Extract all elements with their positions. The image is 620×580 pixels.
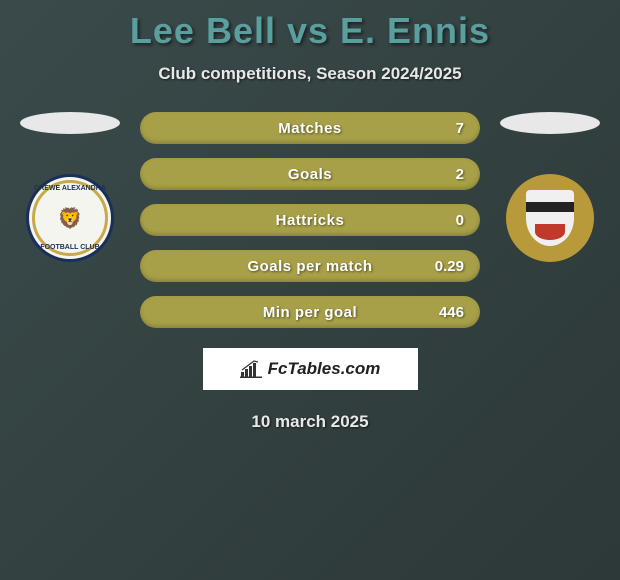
branding-badge: FcTables.com [203, 348, 418, 390]
left-oval-marker [20, 112, 120, 134]
stat-value: 446 [439, 304, 464, 321]
stat-value: 2 [456, 166, 464, 183]
stat-row-min-per-goal: Min per goal 446 [140, 296, 480, 328]
stats-column: Matches 7 Goals 2 Hattricks 0 Goals per … [140, 112, 480, 328]
stat-value: 0 [456, 212, 464, 229]
left-badge-text-top: CREWE ALEXANDRA [34, 185, 106, 192]
chart-icon [240, 360, 262, 378]
right-badge-shield [526, 190, 574, 246]
left-badge-text-bottom: FOOTBALL CLUB [40, 244, 99, 251]
right-oval-marker [500, 112, 600, 134]
right-column [495, 112, 605, 262]
subtitle: Club competitions, Season 2024/2025 [0, 64, 620, 84]
stat-value: 0.29 [435, 258, 464, 275]
stat-label: Goals per match [247, 258, 372, 275]
left-club-badge: CREWE ALEXANDRA FOOTBALL CLUB 🦁 [26, 174, 114, 262]
right-badge-stripe [526, 202, 574, 212]
stat-row-goals-per-match: Goals per match 0.29 [140, 250, 480, 282]
branding-text: FcTables.com [268, 359, 381, 379]
date-text: 10 march 2025 [0, 412, 620, 432]
stat-label: Matches [278, 120, 342, 137]
infographic-container: Lee Bell vs E. Ennis Club competitions, … [0, 0, 620, 442]
stat-row-hattricks: Hattricks 0 [140, 204, 480, 236]
stat-row-goals: Goals 2 [140, 158, 480, 190]
stat-label: Min per goal [263, 304, 357, 321]
stat-label: Goals [288, 166, 332, 183]
right-badge-bottom [535, 224, 565, 240]
stat-row-matches: Matches 7 [140, 112, 480, 144]
main-row: CREWE ALEXANDRA FOOTBALL CLUB 🦁 Matches … [0, 112, 620, 328]
right-club-badge [506, 174, 594, 262]
left-column: CREWE ALEXANDRA FOOTBALL CLUB 🦁 [15, 112, 125, 262]
stat-value: 7 [456, 120, 464, 137]
stat-label: Hattricks [276, 212, 345, 229]
page-title: Lee Bell vs E. Ennis [0, 10, 620, 52]
